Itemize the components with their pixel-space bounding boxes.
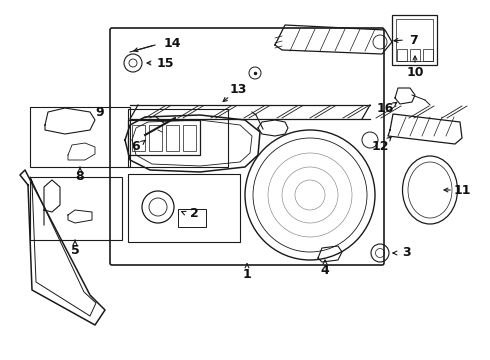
Text: 13: 13 (229, 82, 246, 95)
Bar (166, 125, 179, 151)
Text: 4: 4 (320, 265, 329, 278)
Text: 11: 11 (453, 184, 471, 197)
Text: 10: 10 (406, 66, 424, 78)
Text: 15: 15 (156, 57, 174, 69)
Bar (128, 174, 240, 242)
Bar (183, 125, 196, 151)
Text: 5: 5 (71, 243, 79, 256)
Text: 6: 6 (132, 140, 140, 153)
Bar (423, 49, 433, 61)
Bar (128, 109, 228, 167)
Bar (396, 19, 433, 61)
Bar (132, 125, 145, 151)
Text: 3: 3 (402, 247, 410, 260)
Bar (128, 120, 200, 155)
Bar (149, 125, 162, 151)
Text: 8: 8 (75, 170, 84, 183)
Text: 2: 2 (190, 207, 198, 220)
Text: 1: 1 (243, 267, 251, 280)
Text: 12: 12 (371, 140, 389, 153)
Text: 14: 14 (163, 36, 181, 50)
Bar (392, 15, 437, 65)
Bar (30, 177, 122, 240)
Bar (178, 209, 206, 227)
Text: 9: 9 (96, 105, 104, 118)
Text: 16: 16 (376, 102, 393, 114)
Bar (410, 49, 420, 61)
Bar (30, 107, 130, 167)
Text: 7: 7 (409, 33, 417, 46)
Bar (397, 49, 407, 61)
